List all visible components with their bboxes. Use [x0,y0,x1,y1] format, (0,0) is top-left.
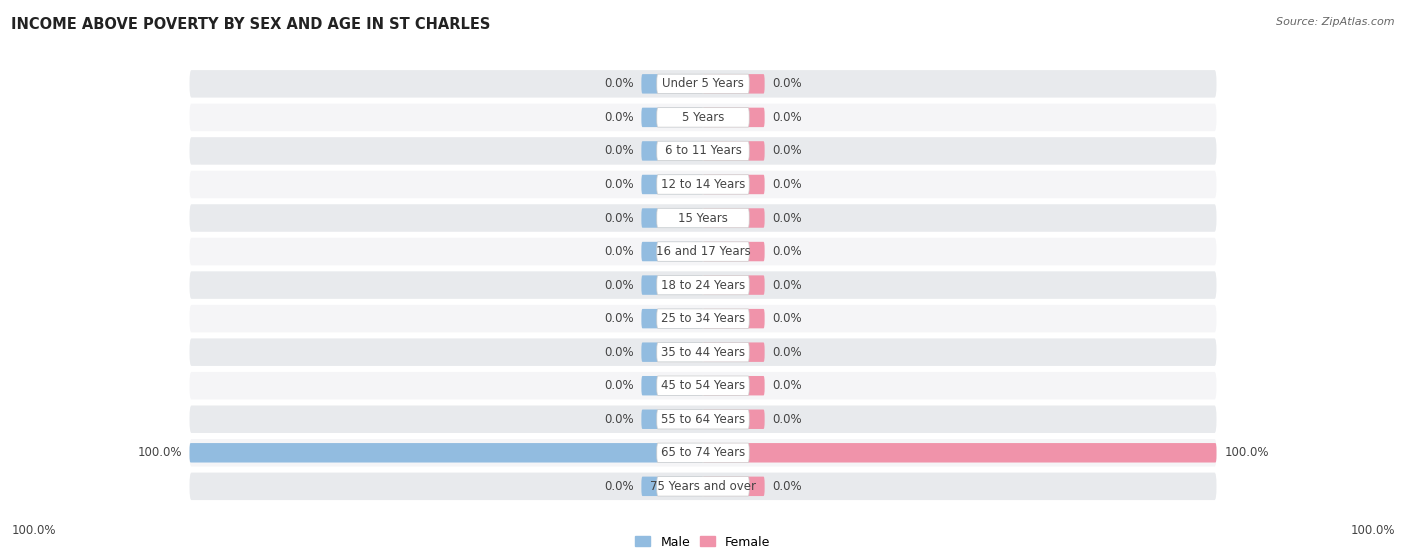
Text: 100.0%: 100.0% [1225,446,1268,459]
Text: 0.0%: 0.0% [605,379,634,392]
Text: INCOME ABOVE POVERTY BY SEX AND AGE IN ST CHARLES: INCOME ABOVE POVERTY BY SEX AND AGE IN S… [11,17,491,32]
FancyBboxPatch shape [703,376,765,395]
Text: 0.0%: 0.0% [772,345,801,359]
Text: 5 Years: 5 Years [682,111,724,124]
FancyBboxPatch shape [190,443,703,462]
FancyBboxPatch shape [641,477,703,496]
Text: 0.0%: 0.0% [772,211,801,225]
Text: 100.0%: 100.0% [138,446,181,459]
FancyBboxPatch shape [703,175,765,194]
FancyBboxPatch shape [657,276,749,295]
FancyBboxPatch shape [703,443,1216,462]
FancyBboxPatch shape [190,372,1216,400]
FancyBboxPatch shape [703,276,765,295]
FancyBboxPatch shape [641,242,703,261]
Text: 0.0%: 0.0% [605,278,634,292]
Text: 0.0%: 0.0% [605,111,634,124]
Text: 0.0%: 0.0% [772,379,801,392]
FancyBboxPatch shape [641,74,703,93]
FancyBboxPatch shape [641,309,703,328]
Text: 15 Years: 15 Years [678,211,728,225]
FancyBboxPatch shape [703,108,765,127]
FancyBboxPatch shape [657,343,749,362]
Text: 0.0%: 0.0% [772,111,801,124]
FancyBboxPatch shape [641,175,703,194]
FancyBboxPatch shape [641,209,703,228]
Text: 6 to 11 Years: 6 to 11 Years [665,144,741,158]
Text: 0.0%: 0.0% [772,178,801,191]
Text: 0.0%: 0.0% [605,77,634,91]
Text: 100.0%: 100.0% [1350,524,1395,537]
Text: 45 to 54 Years: 45 to 54 Years [661,379,745,392]
Text: 55 to 64 Years: 55 to 64 Years [661,413,745,426]
Text: 0.0%: 0.0% [605,211,634,225]
FancyBboxPatch shape [190,70,1216,98]
Text: 65 to 74 Years: 65 to 74 Years [661,446,745,459]
FancyBboxPatch shape [657,309,749,328]
FancyBboxPatch shape [190,271,1216,299]
FancyBboxPatch shape [190,137,1216,165]
Legend: Male, Female: Male, Female [630,530,776,553]
Text: 0.0%: 0.0% [772,278,801,292]
Text: 0.0%: 0.0% [772,245,801,258]
Text: 0.0%: 0.0% [605,245,634,258]
Text: 0.0%: 0.0% [605,345,634,359]
FancyBboxPatch shape [657,209,749,228]
FancyBboxPatch shape [657,141,749,160]
FancyBboxPatch shape [703,309,765,328]
Text: Under 5 Years: Under 5 Years [662,77,744,91]
Text: 25 to 34 Years: 25 to 34 Years [661,312,745,325]
FancyBboxPatch shape [657,443,749,462]
Text: 0.0%: 0.0% [605,312,634,325]
Text: 0.0%: 0.0% [772,312,801,325]
FancyBboxPatch shape [657,410,749,429]
FancyBboxPatch shape [190,238,1216,266]
Text: 0.0%: 0.0% [772,77,801,91]
FancyBboxPatch shape [703,242,765,261]
FancyBboxPatch shape [657,108,749,127]
Text: 0.0%: 0.0% [605,178,634,191]
FancyBboxPatch shape [190,204,1216,232]
FancyBboxPatch shape [641,376,703,395]
Text: 35 to 44 Years: 35 to 44 Years [661,345,745,359]
Text: 75 Years and over: 75 Years and over [650,480,756,493]
Text: 18 to 24 Years: 18 to 24 Years [661,278,745,292]
Text: 12 to 14 Years: 12 to 14 Years [661,178,745,191]
Text: 0.0%: 0.0% [772,144,801,158]
FancyBboxPatch shape [641,108,703,127]
FancyBboxPatch shape [641,410,703,429]
Text: 100.0%: 100.0% [11,524,56,537]
FancyBboxPatch shape [190,305,1216,333]
FancyBboxPatch shape [190,103,1216,131]
FancyBboxPatch shape [703,141,765,160]
Text: Source: ZipAtlas.com: Source: ZipAtlas.com [1277,17,1395,27]
FancyBboxPatch shape [190,338,1216,366]
Text: 0.0%: 0.0% [772,480,801,493]
Text: 0.0%: 0.0% [605,144,634,158]
FancyBboxPatch shape [190,472,1216,500]
FancyBboxPatch shape [703,74,765,93]
FancyBboxPatch shape [657,74,749,93]
FancyBboxPatch shape [703,410,765,429]
Text: 0.0%: 0.0% [605,480,634,493]
FancyBboxPatch shape [703,209,765,228]
FancyBboxPatch shape [657,477,749,496]
FancyBboxPatch shape [641,343,703,362]
FancyBboxPatch shape [657,175,749,194]
FancyBboxPatch shape [190,439,1216,467]
FancyBboxPatch shape [190,170,1216,198]
FancyBboxPatch shape [190,405,1216,433]
Text: 0.0%: 0.0% [605,413,634,426]
FancyBboxPatch shape [703,343,765,362]
Text: 0.0%: 0.0% [772,413,801,426]
Text: 16 and 17 Years: 16 and 17 Years [655,245,751,258]
FancyBboxPatch shape [641,141,703,160]
FancyBboxPatch shape [657,376,749,395]
FancyBboxPatch shape [657,242,749,261]
FancyBboxPatch shape [703,477,765,496]
FancyBboxPatch shape [641,276,703,295]
